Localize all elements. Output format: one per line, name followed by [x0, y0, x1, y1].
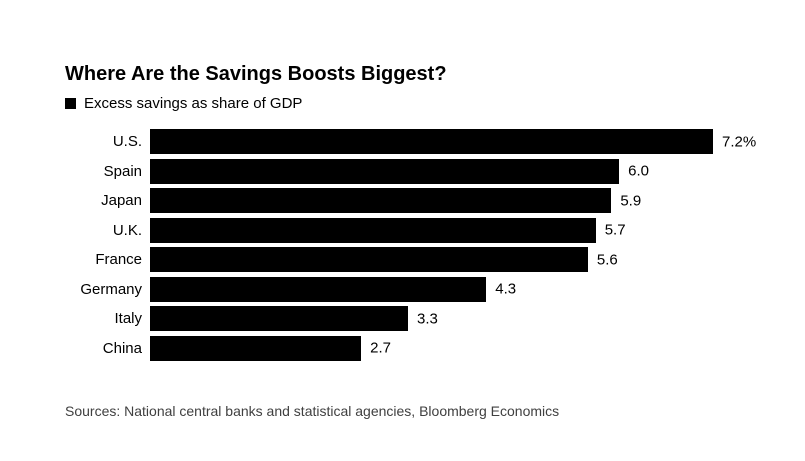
bar-track: 3.3 [150, 306, 713, 331]
bar-track: 5.9 [150, 188, 713, 213]
bar-track: 5.7 [150, 217, 713, 243]
bar [150, 335, 362, 361]
bar-row: China 2.7 [65, 335, 765, 361]
chart-title: Where Are the Savings Boosts Biggest? [65, 63, 447, 85]
bar-track: 6.0 [150, 158, 713, 184]
legend-label: Excess savings as share of GDP [84, 94, 303, 112]
bar-row: Japan 5.9 [65, 188, 765, 213]
value-label: 5.7 [604, 221, 626, 239]
bar-chart: U.S. 7.2% Spain 6.0 Japan 5.9 U.K. 5.7 France 5.6… [65, 129, 765, 361]
value-label: 3.3 [417, 310, 438, 327]
bar-track: 4.3 [150, 276, 713, 302]
bar-row: Spain 6.0 [65, 158, 765, 184]
category-label: U.K. [112, 221, 142, 239]
bar-row: U.K. 5.7 [65, 217, 765, 243]
value-label: 5.6 [596, 251, 618, 268]
category-label: Italy [114, 310, 142, 327]
category-label: China [102, 339, 142, 357]
bar-track: 5.6 [150, 247, 713, 272]
bar [150, 217, 596, 243]
value-label: 5.9 [620, 192, 642, 209]
bar [150, 247, 588, 272]
bar-track: 7.2% [150, 129, 756, 154]
source-note: Sources: National central banks and stat… [65, 402, 560, 419]
category-label: Spain [103, 162, 142, 180]
legend-swatch-icon [65, 97, 76, 109]
value-label: 4.3 [495, 280, 517, 298]
category-label: Germany [80, 280, 142, 298]
bar-row: France 5.6 [65, 247, 765, 272]
bar [150, 306, 409, 331]
category-label: France [95, 251, 142, 268]
bar-row: Germany 4.3 [65, 276, 765, 302]
bar-track: 2.7 [150, 335, 713, 361]
bar-row: Italy 3.3 [65, 306, 765, 331]
bar [150, 129, 713, 154]
category-label: U.S. [112, 133, 142, 150]
bar [150, 188, 612, 213]
value-label: 2.7 [370, 339, 391, 357]
bar [150, 158, 620, 184]
value-label: 7.2% [722, 133, 757, 150]
bar [150, 276, 487, 302]
value-label: 6.0 [628, 162, 650, 180]
category-label: Japan [101, 192, 142, 209]
chart-legend: Excess savings as share of GDP [65, 94, 765, 112]
bar-row: U.S. 7.2% [65, 129, 765, 154]
